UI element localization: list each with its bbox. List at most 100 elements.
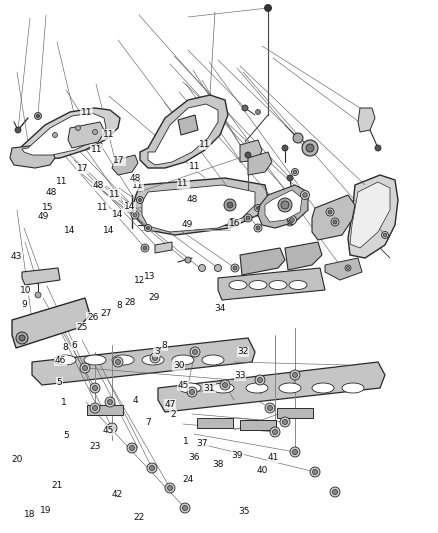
Text: 4: 4 <box>132 397 138 405</box>
Circle shape <box>288 220 292 224</box>
Text: 19: 19 <box>40 506 52 515</box>
Circle shape <box>138 198 141 201</box>
Text: 11: 11 <box>103 130 114 139</box>
Polygon shape <box>148 104 218 165</box>
Circle shape <box>242 105 248 111</box>
Circle shape <box>258 377 262 383</box>
Ellipse shape <box>342 383 364 393</box>
Circle shape <box>292 168 299 175</box>
Circle shape <box>150 353 160 363</box>
Polygon shape <box>277 408 313 418</box>
Circle shape <box>152 356 158 360</box>
Text: 11: 11 <box>81 109 92 117</box>
Circle shape <box>306 144 314 152</box>
Circle shape <box>330 487 340 497</box>
Polygon shape <box>197 418 233 428</box>
Circle shape <box>283 419 287 424</box>
Circle shape <box>198 264 205 271</box>
Text: 49: 49 <box>182 221 193 229</box>
Circle shape <box>15 127 21 133</box>
Circle shape <box>231 264 239 272</box>
Circle shape <box>282 145 288 151</box>
Ellipse shape <box>212 383 234 393</box>
Polygon shape <box>68 122 105 148</box>
Circle shape <box>147 463 157 473</box>
Circle shape <box>290 447 300 457</box>
Polygon shape <box>240 140 262 162</box>
Ellipse shape <box>142 355 164 365</box>
Polygon shape <box>312 195 355 240</box>
Circle shape <box>107 423 117 433</box>
Text: 5: 5 <box>64 432 70 440</box>
Circle shape <box>293 449 297 455</box>
Circle shape <box>278 198 292 212</box>
Polygon shape <box>32 338 255 385</box>
Text: 40: 40 <box>256 466 268 474</box>
Text: 47: 47 <box>164 400 176 408</box>
Circle shape <box>185 257 191 263</box>
Text: 17: 17 <box>77 164 88 173</box>
Circle shape <box>145 224 152 231</box>
Circle shape <box>137 197 144 204</box>
Polygon shape <box>12 298 90 348</box>
Text: 27: 27 <box>100 309 112 318</box>
Polygon shape <box>15 108 120 160</box>
Text: 6: 6 <box>71 341 78 350</box>
Circle shape <box>302 140 318 156</box>
Text: 14: 14 <box>112 210 123 219</box>
Polygon shape <box>265 190 302 222</box>
Circle shape <box>303 193 307 197</box>
Circle shape <box>187 387 197 397</box>
Circle shape <box>256 226 260 230</box>
Ellipse shape <box>269 280 287 289</box>
Circle shape <box>224 199 236 211</box>
Circle shape <box>167 486 173 490</box>
Polygon shape <box>218 268 325 300</box>
Text: 31: 31 <box>204 384 215 392</box>
Circle shape <box>113 357 123 367</box>
Circle shape <box>383 233 387 237</box>
Circle shape <box>293 170 297 174</box>
Polygon shape <box>132 178 268 235</box>
Circle shape <box>149 465 155 471</box>
Polygon shape <box>358 108 375 132</box>
Text: 35: 35 <box>239 507 250 516</box>
Text: 43: 43 <box>11 253 22 261</box>
Polygon shape <box>140 95 228 168</box>
Text: 11: 11 <box>97 204 109 212</box>
Circle shape <box>82 366 88 370</box>
Circle shape <box>290 370 300 380</box>
Text: 14: 14 <box>103 226 114 235</box>
Circle shape <box>192 350 198 354</box>
Circle shape <box>92 130 98 134</box>
Text: 11: 11 <box>132 181 144 190</box>
Ellipse shape <box>54 355 76 365</box>
Circle shape <box>133 213 137 217</box>
Circle shape <box>293 133 303 143</box>
Circle shape <box>287 175 293 181</box>
Text: 32: 32 <box>237 348 249 356</box>
Text: 22: 22 <box>134 513 145 521</box>
Text: 5: 5 <box>56 378 62 387</box>
Ellipse shape <box>179 383 201 393</box>
Text: 26: 26 <box>87 313 99 322</box>
Circle shape <box>16 332 28 344</box>
Text: 8: 8 <box>161 341 167 350</box>
Text: 38: 38 <box>212 461 224 469</box>
Text: 42: 42 <box>112 490 123 499</box>
Text: 11: 11 <box>91 145 102 154</box>
Circle shape <box>290 218 294 222</box>
Circle shape <box>293 373 297 377</box>
Text: 41: 41 <box>268 453 279 462</box>
Text: 24: 24 <box>183 475 194 484</box>
Circle shape <box>227 202 233 208</box>
Text: 34: 34 <box>214 304 226 312</box>
Ellipse shape <box>312 383 334 393</box>
Text: 15: 15 <box>42 203 53 212</box>
Circle shape <box>281 201 289 209</box>
Circle shape <box>230 221 233 223</box>
Polygon shape <box>240 248 285 275</box>
Circle shape <box>268 406 272 410</box>
Polygon shape <box>142 185 255 232</box>
Circle shape <box>244 214 252 222</box>
